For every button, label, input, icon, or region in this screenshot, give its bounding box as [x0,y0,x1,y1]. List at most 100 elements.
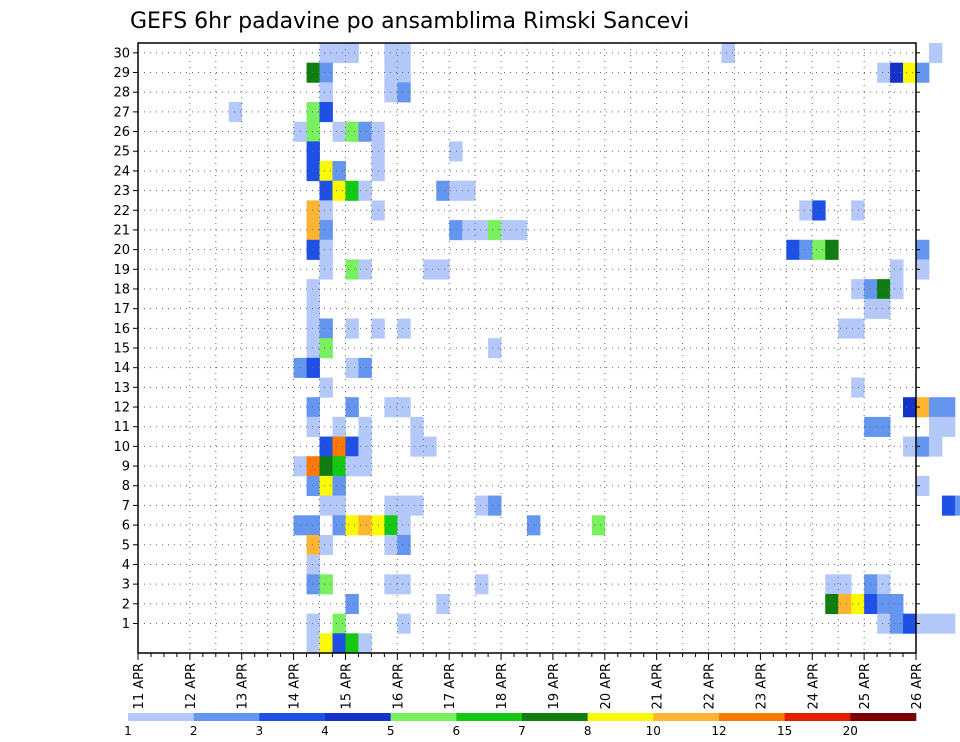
heatmap-cell [306,416,320,437]
heatmap-cell [475,495,489,516]
x-tick-label: 21 APR [651,663,666,709]
heatmap-cell [306,279,320,300]
y-tick-label: 9 [122,460,130,475]
y-tick-label: 30 [113,46,130,61]
heatmap-cell [786,239,800,260]
heatmap-cell [358,633,372,654]
heatmap-cell [306,200,320,221]
heatmap-cell [721,43,735,64]
chart-grid [138,43,916,653]
colorbar-swatch [850,713,917,721]
x-tick-label: 16 APR [391,663,406,709]
heatmap-cell [332,613,346,634]
heatmap-cell [410,495,424,516]
chart-title: GEFS 6hr padavine po ansamblima Rimski S… [130,9,689,34]
heatmap-cell [941,495,956,516]
heatmap-cell [319,534,333,556]
heatmap-cell [319,239,333,260]
heatmap-cell [319,43,333,64]
heatmap-cell [941,397,956,418]
heatmap-cell [345,180,359,201]
heatmap-cell [890,259,904,280]
heatmap-cell [941,613,956,634]
heatmap-cell [319,200,333,221]
colorbar-label: 12 [711,724,726,738]
colorbar-label: 3 [255,724,263,738]
y-tick-label: 25 [113,145,130,160]
y-tick-label: 20 [113,243,130,258]
y-tick-label: 11 [113,420,130,435]
heatmap-cell [877,298,891,319]
heatmap-cell [345,633,359,654]
y-tick-label: 7 [122,499,130,514]
colorbar-swatch [390,713,457,721]
heatmap-cell [890,593,904,615]
heatmap-cell [890,613,904,634]
heatmap-cell [928,416,943,437]
y-tick-label: 10 [113,440,130,455]
heatmap-cells [228,43,960,654]
y-tick-label: 13 [113,381,130,396]
y-tick-label: 16 [113,322,130,337]
heatmap-cell [306,534,320,556]
y-tick-label: 23 [113,184,130,199]
heatmap-cell [384,495,398,516]
heatmap-cell [799,200,813,221]
colorbar-swatch [456,713,523,721]
heatmap-cell [332,161,346,182]
y-tick-label: 12 [113,401,130,416]
heatmap-cell [306,102,320,123]
heatmap-cell [903,613,917,634]
heatmap-cell [306,338,320,359]
heatmap-cell [319,161,333,182]
x-tick-label: 11 APR [132,663,147,709]
heatmap-cell [877,613,891,634]
colorbar-label: 2 [190,724,198,738]
heatmap-cell [306,298,320,319]
heatmap-cell [384,397,398,418]
heatmap-cell [903,436,917,457]
heatmap-cell [332,43,346,64]
colorbar-swatch [719,713,785,721]
heatmap-cell [332,495,346,516]
heatmap-cell [838,318,852,339]
heatmap-cell [928,43,943,64]
heatmap-cell [436,593,450,615]
heatmap-cell [838,574,852,595]
heatmap-cell [397,62,411,83]
heatmap-cell [423,436,437,457]
heatmap-cell [319,259,333,280]
heatmap-cell [358,416,372,437]
heatmap-cell [410,416,424,437]
colorbar-label: 20 [843,724,858,738]
heatmap-cell [449,220,463,241]
heatmap-cell [397,515,411,536]
x-tick-label: 20 APR [599,663,614,709]
heatmap-cell [397,318,411,339]
x-tick-label: 22 APR [703,663,718,709]
heatmap-cell [319,180,333,201]
x-tick-label: 25 APR [858,663,873,709]
colorbar-swatch [587,713,654,721]
heatmap-cell [306,633,320,654]
colorbar-swatch [128,713,194,721]
x-tick-label: 13 APR [236,663,251,709]
heatmap-cell [384,62,398,83]
y-tick-label: 8 [122,479,130,494]
heatmap-cell [384,515,398,536]
heatmap-cell [306,357,320,378]
heatmap-cell [306,574,320,595]
heatmap-cell [319,62,333,83]
heatmap-cell [332,416,346,437]
heatmap-cell [319,495,333,516]
heatmap-cell [825,239,839,260]
heatmap-cell [345,357,359,378]
heatmap-cell [851,318,865,339]
heatmap-cell [345,515,359,536]
heatmap-cell [928,397,943,418]
heatmap-cell [345,318,359,339]
heatmap-cell [306,62,320,83]
heatmap-cell [319,633,333,654]
heatmap-cell [306,456,320,477]
heatmap-cell [851,200,865,221]
